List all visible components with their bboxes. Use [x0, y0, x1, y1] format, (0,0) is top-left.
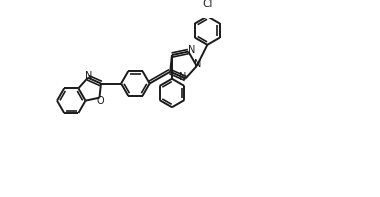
Text: N: N [86, 71, 93, 81]
Text: N: N [179, 72, 186, 82]
Text: N: N [187, 45, 195, 55]
Text: N: N [194, 59, 202, 69]
Text: Cl: Cl [202, 0, 212, 9]
Text: O: O [97, 96, 104, 106]
